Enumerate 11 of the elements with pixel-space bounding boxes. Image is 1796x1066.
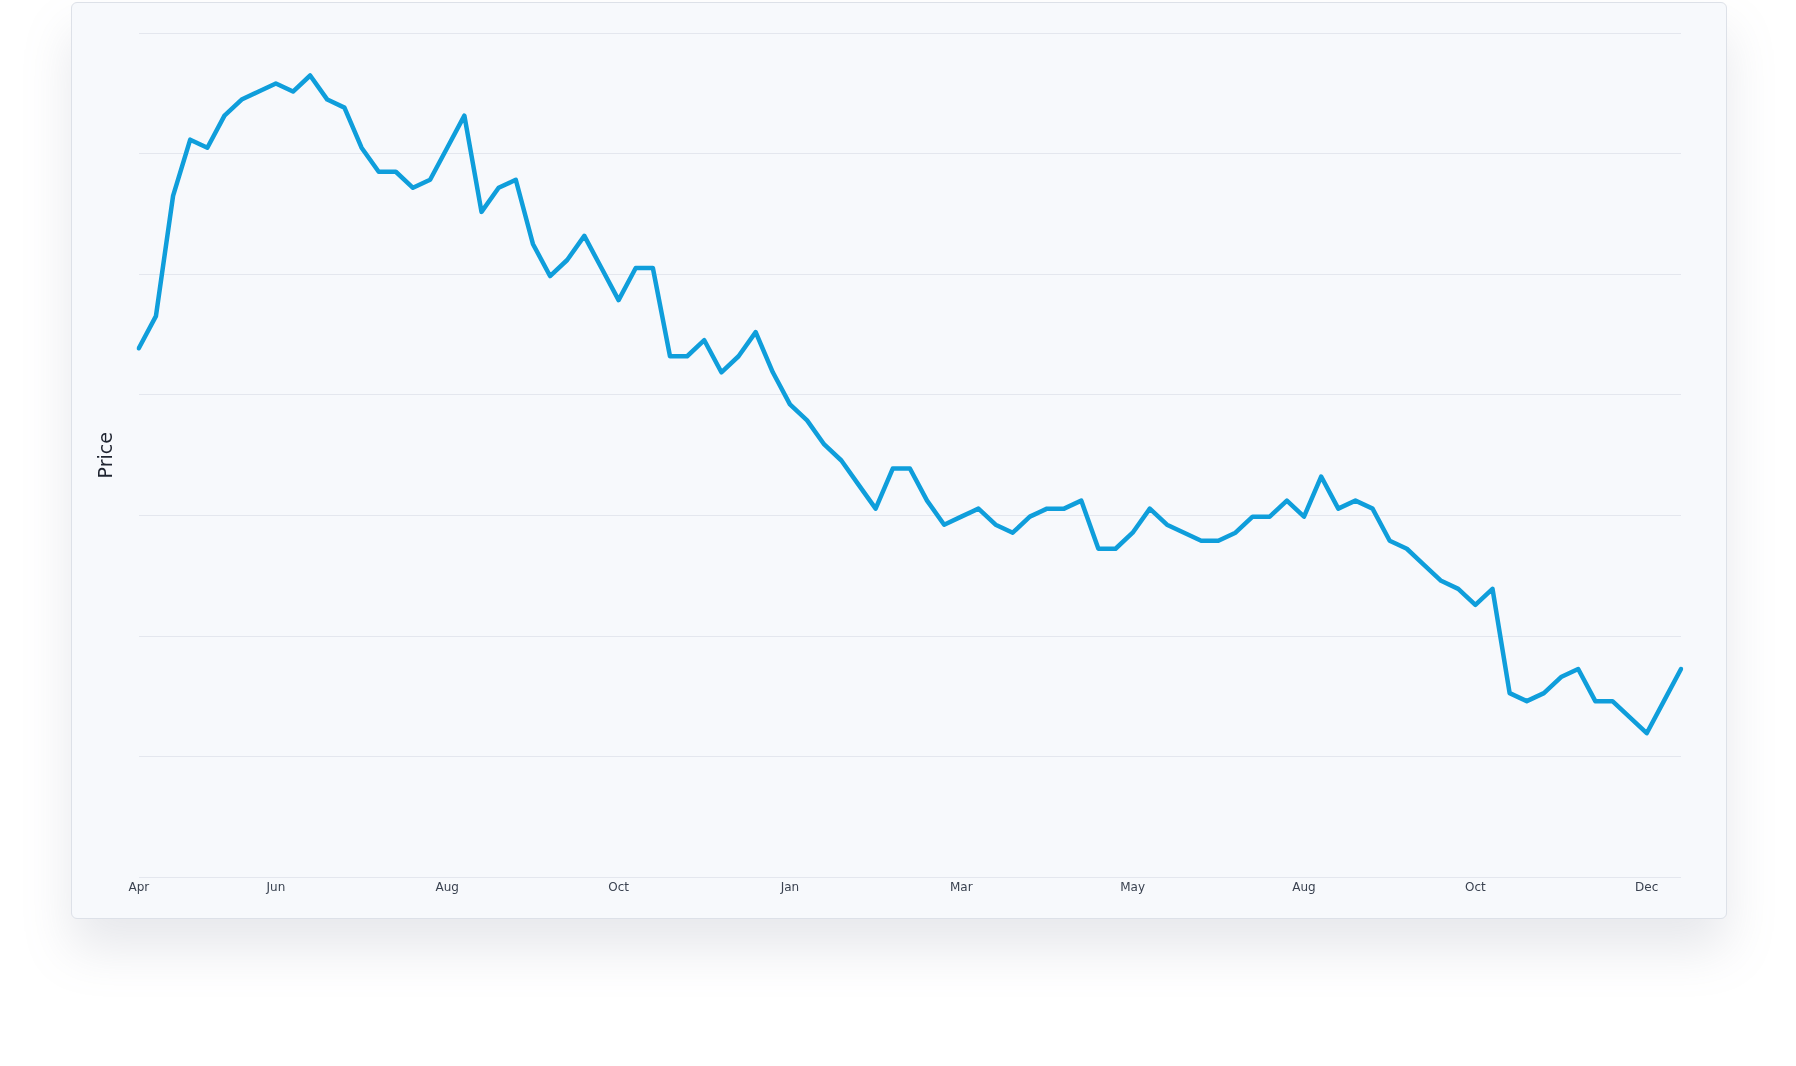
x-tick-label: Aug	[435, 879, 459, 894]
x-tick-label: Jun	[265, 879, 286, 894]
x-tick-label: Oct	[608, 879, 630, 894]
x-tick-label: Dec	[1635, 879, 1659, 894]
x-tick-label: Aug	[1292, 879, 1316, 894]
x-tick-label: Oct	[1465, 879, 1487, 894]
x-tick-label: Mar	[949, 879, 973, 894]
x-tick-label: May	[1120, 879, 1146, 894]
x-tick-label: Jan	[779, 879, 800, 894]
y-axis-title: Price	[94, 432, 117, 479]
x-tick-label: Apr	[128, 879, 150, 894]
